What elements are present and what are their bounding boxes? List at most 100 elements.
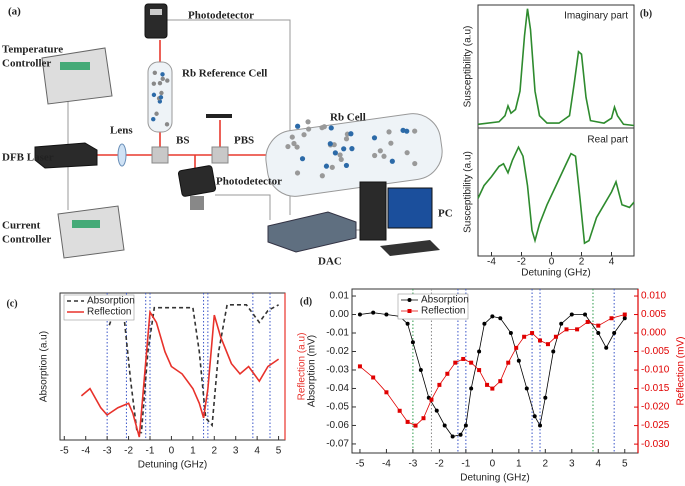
data-point	[485, 382, 490, 387]
data-point	[604, 345, 609, 350]
pbs-icon	[211, 146, 229, 164]
component-label: Controller	[2, 58, 51, 70]
data-point	[397, 408, 402, 413]
data-point	[469, 386, 474, 391]
x-tick-label: 4	[595, 459, 601, 470]
atom-icon	[301, 132, 307, 138]
data-point	[506, 360, 511, 365]
data-point	[524, 386, 529, 391]
atom-icon	[372, 152, 378, 159]
atom-icon	[348, 131, 354, 137]
atom-icon	[371, 135, 378, 141]
legend-box	[63, 294, 135, 321]
x-tick-label: -2	[517, 257, 526, 268]
series-line	[477, 8, 635, 127]
y-tick-label: -0.01	[326, 328, 349, 339]
data-point	[543, 395, 548, 400]
data-point	[516, 358, 521, 363]
data-point	[421, 416, 426, 421]
data-point	[429, 397, 434, 402]
data-point	[410, 340, 415, 345]
component-label: PC	[438, 208, 453, 220]
data-point	[490, 314, 495, 319]
atom-icon	[381, 153, 387, 159]
atom-icon	[332, 150, 338, 156]
y2-tick-label: -0.025	[641, 420, 670, 431]
atom-icon	[289, 134, 295, 140]
x-tick-label: -2	[435, 459, 444, 470]
data-point	[508, 331, 513, 336]
x-tick-label: 2	[212, 446, 218, 457]
component-label: Photodetector	[188, 10, 254, 22]
chart-panel: -5 -4 -3 -2 -1 0 1 2 3 4 5 Detuning (GHz) Absorption…	[6, 292, 308, 471]
y-tick-label: -0.05	[326, 402, 349, 413]
y2-tick-label: -0.005	[641, 346, 670, 357]
x-tick-label: -5	[355, 459, 364, 470]
legend-label: Absorption	[421, 295, 469, 306]
y2-tick-label: -0.010	[641, 365, 670, 376]
data-point	[453, 360, 458, 365]
atom-icon	[341, 146, 347, 152]
data-point	[609, 316, 614, 321]
atom-icon	[154, 111, 159, 116]
x-tick-label: 2	[579, 257, 585, 268]
data-point	[551, 349, 556, 354]
data-point	[622, 316, 627, 321]
component-label: Current	[2, 220, 41, 232]
data-point	[477, 368, 482, 373]
x-tick-label: 0	[549, 257, 555, 268]
data-point	[538, 423, 543, 428]
atom-icon	[151, 117, 156, 122]
data-point	[569, 312, 574, 317]
panel-label: (b)	[640, 8, 652, 19]
component-label: Controller	[2, 234, 51, 246]
component-label: Lens	[110, 125, 133, 137]
x-tick-label: -1	[461, 459, 470, 470]
atom-icon	[412, 160, 418, 167]
chart-panel: -5 -4 -3 -2 -1 0 1 2 3 4 5 0.01 0.00 -0.01 -0.02 -0.03 -…	[300, 288, 685, 484]
component-label: Rb Cell	[330, 112, 366, 124]
atom-icon	[386, 129, 392, 135]
x-tick-label: 1	[516, 459, 522, 470]
atom-icon	[349, 146, 355, 152]
y-tick-label: -0.02	[326, 346, 349, 357]
atom-icon	[337, 152, 343, 158]
component-label: DAC	[318, 256, 342, 268]
data-point	[522, 334, 527, 339]
component-label: DFB Laser	[2, 152, 54, 164]
data-point	[596, 323, 601, 328]
data-point	[585, 319, 590, 324]
photodetector-panel	[150, 9, 162, 15]
atom-icon	[158, 95, 164, 100]
x-tick-label: -5	[60, 446, 69, 457]
data-point	[413, 423, 418, 428]
atom-icon	[323, 163, 330, 169]
data-point	[450, 434, 455, 439]
plot-frame	[477, 127, 635, 257]
atom-icon	[328, 125, 334, 131]
x-tick-label: -4	[382, 459, 391, 470]
data-point	[514, 345, 519, 350]
atom-icon	[165, 78, 170, 83]
x-tick-label: -4	[81, 446, 90, 457]
atom-icon	[400, 127, 406, 133]
data-point	[418, 367, 423, 372]
dac-icon	[267, 211, 357, 253]
data-point	[384, 390, 389, 395]
data-point	[622, 312, 627, 317]
data-point	[463, 423, 468, 428]
data-point	[564, 327, 569, 332]
chart-panel: Susceptibility (a.u) Imaginary part (b)	[463, 4, 652, 129]
x-tick-label: 1	[190, 446, 196, 457]
display	[72, 220, 100, 228]
data-point	[490, 386, 495, 391]
atom-icon	[331, 142, 337, 148]
data-point	[458, 432, 463, 437]
wire	[215, 194, 271, 220]
y-axis-label: Susceptibility (a.u)	[463, 26, 474, 108]
data-point	[437, 382, 442, 387]
y-tick-label: -0.06	[326, 420, 349, 431]
photodetector-icon	[177, 165, 217, 197]
y-tick-label: -0.03	[326, 365, 349, 376]
